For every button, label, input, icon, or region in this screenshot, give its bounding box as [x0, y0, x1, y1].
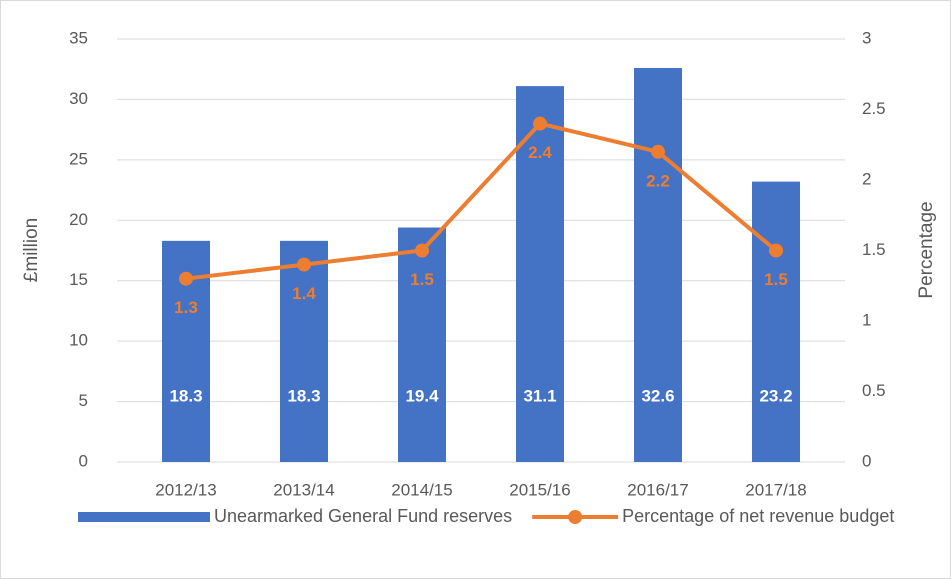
bar-value-label: 19.4 — [405, 386, 439, 405]
legend-swatch — [78, 512, 210, 522]
bar — [752, 181, 800, 462]
line — [185, 121, 778, 281]
y-axis-title: £million — [21, 218, 42, 282]
y-tick-label: 10 — [69, 331, 88, 350]
line-marker — [297, 257, 311, 272]
line-marker — [769, 243, 783, 258]
y-tick-label: 0 — [79, 451, 88, 470]
x-tick-label: 2014/15 — [391, 480, 452, 499]
line-value-label: 1.4 — [292, 284, 316, 303]
x-tick-label: 2013/14 — [273, 480, 334, 499]
x-tick-label: 2015/16 — [509, 480, 570, 499]
y-tick-label: 35 — [69, 28, 88, 47]
line-marker — [651, 144, 665, 159]
x-tick-label: 2012/13 — [155, 480, 216, 499]
y2-tick-label: 1.5 — [862, 240, 886, 259]
y2-tick-label: 1 — [862, 310, 871, 329]
line-value-label: 2.2 — [646, 171, 670, 190]
bar — [516, 86, 564, 463]
y2-tick-label: 2 — [862, 169, 871, 188]
y2-axis-title: Percentage — [916, 201, 937, 298]
legend-label: Percentage of net revenue budget — [622, 506, 894, 526]
line-marker — [415, 243, 429, 258]
line-value-label: 1.5 — [410, 270, 434, 289]
x-tick-label: 2017/18 — [745, 480, 806, 499]
y2-tick-label: 0 — [862, 451, 871, 470]
line-value-label: 1.5 — [764, 270, 788, 289]
y-tick-label: 25 — [69, 149, 88, 168]
bar-value-label: 31.1 — [523, 386, 556, 405]
line-value-label: 2.4 — [528, 143, 552, 162]
y2-tick-label: 3 — [862, 28, 871, 47]
bar-value-label: 23.2 — [759, 386, 792, 405]
y-tick-label: 20 — [69, 210, 88, 229]
bar-value-label: 18.3 — [169, 386, 202, 405]
line-value-label: 1.3 — [174, 298, 198, 317]
y2-tick-label: 0.5 — [862, 381, 886, 400]
y-tick-label: 5 — [79, 391, 88, 410]
bar-value-label: 32.6 — [641, 386, 674, 405]
x-tick-label: 2016/17 — [627, 480, 688, 499]
y2-tick-label: 2.5 — [862, 99, 886, 118]
legend-label: Unearmarked General Fund reserves — [214, 506, 512, 526]
bar — [280, 240, 328, 462]
line-marker — [533, 116, 547, 131]
bar — [398, 227, 446, 462]
line-marker — [179, 271, 193, 286]
legend-marker — [568, 510, 583, 524]
bar — [634, 68, 682, 463]
y-tick-label: 15 — [69, 270, 88, 289]
bar-value-label: 18.3 — [287, 386, 320, 405]
y-tick-label: 30 — [69, 89, 88, 108]
